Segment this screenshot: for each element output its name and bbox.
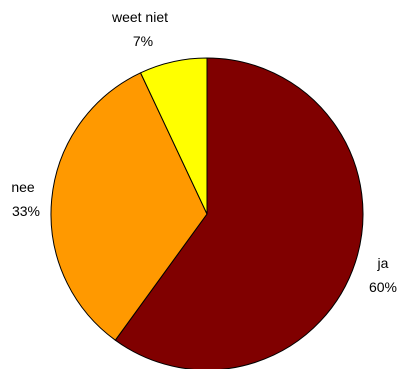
slice-label-value: 33%	[12, 203, 40, 219]
slice-label-name: nee	[11, 179, 35, 195]
slice-label-value: 60%	[369, 279, 397, 295]
slice-label-name: ja	[377, 255, 389, 271]
pie-slice-weet-niet	[140, 57, 208, 215]
slice-label-name: weet niet	[111, 9, 168, 25]
pie-slice-ja	[114, 57, 364, 369]
pie-slices	[50, 57, 364, 369]
pie-slice-nee	[50, 72, 208, 341]
slice-label-value: 7%	[133, 33, 153, 49]
